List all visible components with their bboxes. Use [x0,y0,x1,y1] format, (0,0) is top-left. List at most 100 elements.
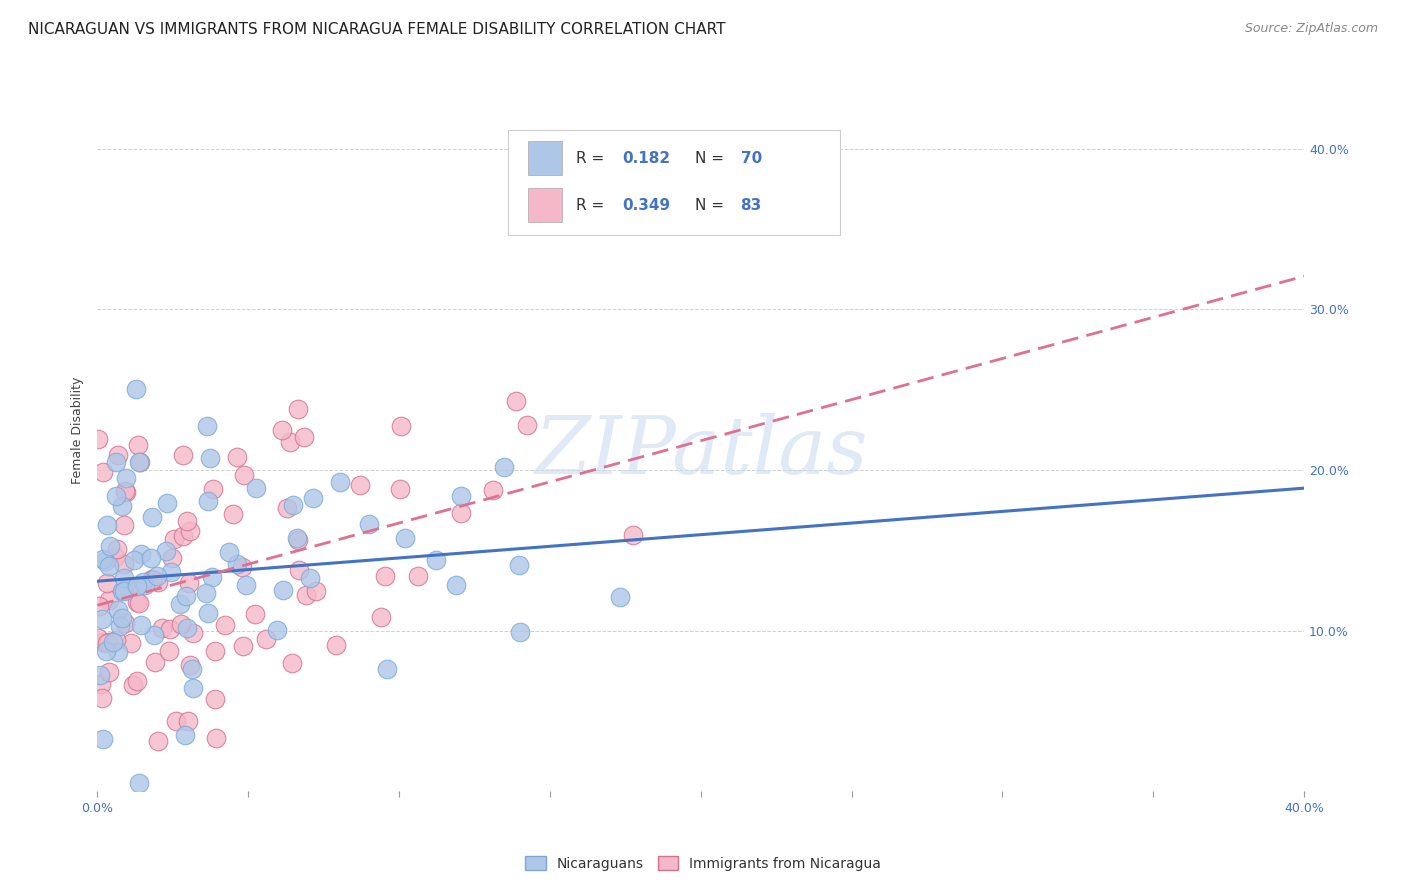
Point [143,656,166,670]
Point [201,570,224,584]
Point [509,625,531,640]
Point [98,539,121,553]
Point [172,529,194,543]
Point [104,549,127,564]
Point [482,483,505,498]
Point [128,455,150,469]
Point [232,639,254,653]
Point [101,634,124,648]
Text: 83: 83 [741,198,762,212]
Point [231,560,253,574]
Point [292,429,315,443]
Point [226,450,249,465]
Point [159,622,181,636]
Point [124,382,146,396]
Point [91,634,114,648]
Text: 0.349: 0.349 [623,198,671,212]
Point [204,644,226,658]
Point [90,677,112,691]
Text: NICARAGUAN VS IMMIGRANTS FROM NICARAGUA FEMALE DISABILITY CORRELATION CHART: NICARAGUAN VS IMMIGRANTS FROM NICARAGUA … [28,22,725,37]
Point [389,482,412,496]
Point [494,460,516,475]
Point [299,571,322,585]
Point [176,621,198,635]
Point [172,448,194,462]
Point [325,638,347,652]
Point [107,541,129,556]
Point [108,619,131,633]
Point [91,691,114,706]
Point [214,617,236,632]
Point [179,657,201,672]
Point [152,621,174,635]
Point [94,644,117,658]
Point [93,554,115,568]
Point [115,484,138,499]
Text: ZIPatlas: ZIPatlas [534,413,868,491]
Point [97,593,120,607]
Point [97,559,120,574]
Text: 0.182: 0.182 [623,151,671,166]
Point [254,632,277,647]
Point [243,607,266,621]
Point [107,645,129,659]
Point [105,633,128,648]
Point [115,470,138,484]
Point [281,499,304,513]
Point [197,494,219,508]
Point [146,569,169,583]
Point [609,591,631,605]
Point [104,489,127,503]
Point [389,419,412,434]
Point [508,558,530,572]
Bar [529,187,562,222]
Point [89,599,111,614]
Point [111,583,134,598]
Point [271,582,294,597]
Point [87,631,110,645]
Point [128,776,150,790]
Point [205,731,228,745]
Point [129,455,152,469]
Point [197,606,219,620]
Point [621,527,644,541]
Point [91,552,114,566]
Point [169,597,191,611]
Point [90,611,112,625]
Point [87,433,110,447]
Point [204,692,226,706]
FancyBboxPatch shape [508,130,839,235]
Point [157,644,180,658]
Point [245,481,267,495]
Text: 70: 70 [741,151,762,166]
Point [125,595,148,609]
Point [408,569,430,583]
Point [516,418,538,433]
Point [91,731,114,746]
Point [218,545,240,559]
Point [98,634,121,648]
Point [349,477,371,491]
Point [181,625,204,640]
Point [127,674,149,689]
Legend: Nicaraguans, Immigrants from Nicaragua: Nicaraguans, Immigrants from Nicaragua [519,850,887,876]
Point [329,475,352,489]
Point [112,571,135,585]
Point [111,499,134,513]
Point [370,609,392,624]
Point [287,402,309,417]
Point [425,553,447,567]
Point [89,668,111,682]
Point [505,394,527,409]
Text: Source: ZipAtlas.com: Source: ZipAtlas.com [1244,22,1378,36]
Point [194,585,217,599]
Point [294,588,316,602]
Point [450,506,472,520]
Point [141,572,163,586]
Point [156,496,179,510]
Point [374,569,396,583]
Point [235,578,257,592]
Text: N =: N = [695,198,728,212]
Point [96,576,118,591]
Point [107,603,129,617]
